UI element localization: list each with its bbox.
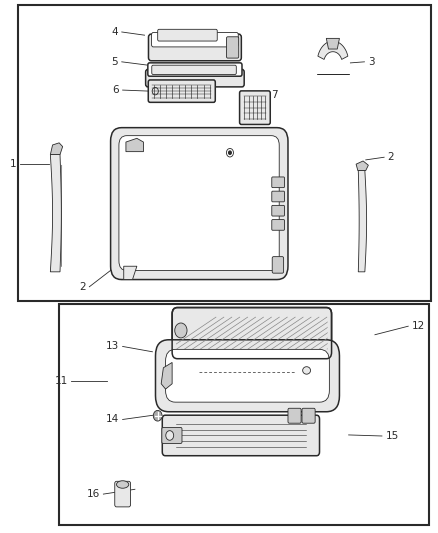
Polygon shape xyxy=(318,41,348,60)
FancyBboxPatch shape xyxy=(115,481,131,507)
FancyBboxPatch shape xyxy=(302,408,315,423)
Circle shape xyxy=(175,323,187,338)
FancyBboxPatch shape xyxy=(155,340,339,411)
FancyBboxPatch shape xyxy=(148,63,242,76)
Ellipse shape xyxy=(117,481,129,488)
Polygon shape xyxy=(358,171,367,272)
Text: 12: 12 xyxy=(412,321,425,331)
Circle shape xyxy=(229,151,231,155)
FancyBboxPatch shape xyxy=(172,308,332,359)
Polygon shape xyxy=(50,155,61,272)
FancyBboxPatch shape xyxy=(145,69,244,87)
Text: 11: 11 xyxy=(55,376,68,386)
FancyBboxPatch shape xyxy=(272,220,285,230)
Text: 7: 7 xyxy=(272,90,278,100)
Text: 2: 2 xyxy=(79,282,86,292)
Text: 2: 2 xyxy=(388,152,394,162)
Text: 14: 14 xyxy=(106,415,119,424)
Text: 1: 1 xyxy=(10,159,17,168)
Text: 4: 4 xyxy=(112,27,118,37)
FancyBboxPatch shape xyxy=(272,191,285,202)
Circle shape xyxy=(153,410,162,421)
Polygon shape xyxy=(124,266,137,280)
Text: 16: 16 xyxy=(87,489,100,499)
FancyBboxPatch shape xyxy=(162,415,320,456)
Text: 3: 3 xyxy=(368,57,374,67)
FancyBboxPatch shape xyxy=(288,408,301,423)
Polygon shape xyxy=(126,138,143,151)
FancyBboxPatch shape xyxy=(240,91,270,124)
Text: 15: 15 xyxy=(385,431,399,441)
FancyBboxPatch shape xyxy=(148,34,241,61)
Polygon shape xyxy=(326,38,339,49)
FancyBboxPatch shape xyxy=(272,177,285,188)
Polygon shape xyxy=(161,362,172,389)
FancyBboxPatch shape xyxy=(226,37,239,58)
FancyBboxPatch shape xyxy=(162,427,182,443)
FancyBboxPatch shape xyxy=(110,128,288,280)
FancyBboxPatch shape xyxy=(148,80,215,102)
Circle shape xyxy=(166,431,173,440)
FancyBboxPatch shape xyxy=(158,29,217,41)
Bar xyxy=(59,304,429,525)
FancyBboxPatch shape xyxy=(152,65,237,75)
FancyBboxPatch shape xyxy=(272,257,284,273)
Text: 5: 5 xyxy=(112,57,118,67)
Text: 6: 6 xyxy=(113,85,119,95)
Polygon shape xyxy=(356,161,368,171)
FancyBboxPatch shape xyxy=(166,350,329,402)
FancyBboxPatch shape xyxy=(119,136,279,271)
FancyBboxPatch shape xyxy=(152,33,238,47)
Polygon shape xyxy=(50,143,63,155)
Bar xyxy=(18,5,431,301)
FancyBboxPatch shape xyxy=(272,205,285,216)
Ellipse shape xyxy=(303,367,311,374)
FancyBboxPatch shape xyxy=(176,312,328,354)
Text: 13: 13 xyxy=(106,342,119,351)
